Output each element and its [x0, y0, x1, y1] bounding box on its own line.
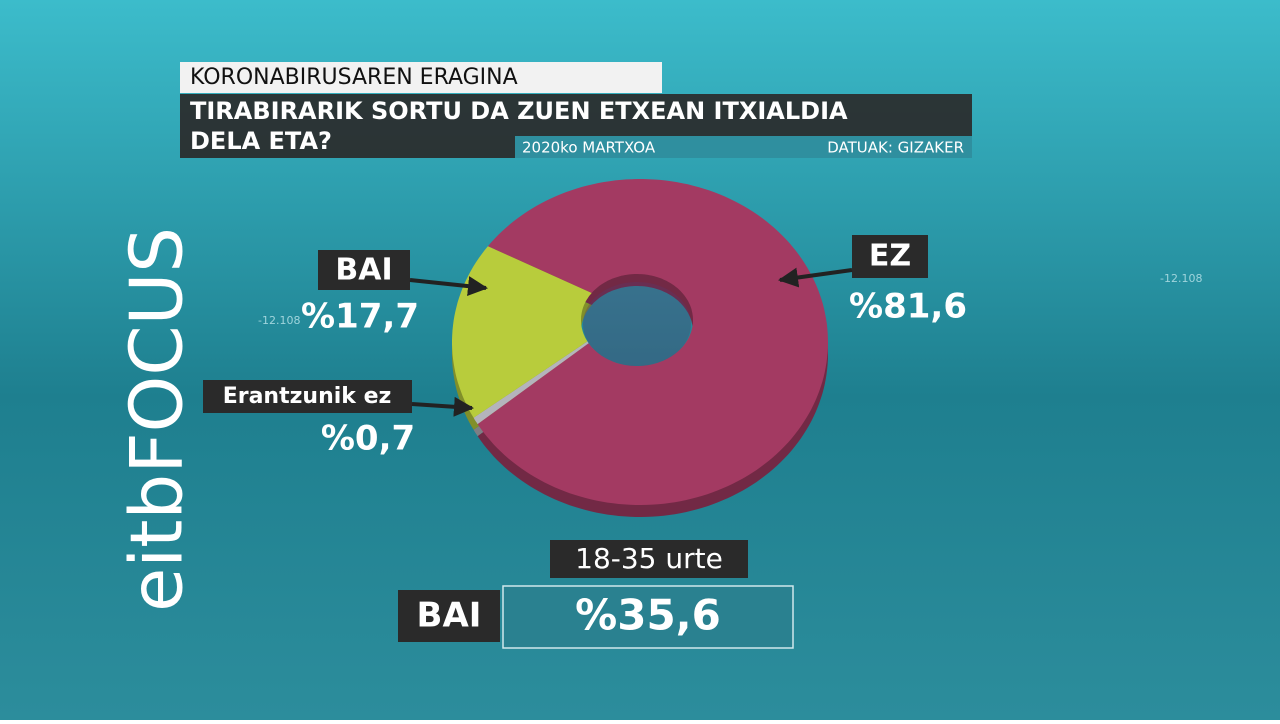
category-box — [398, 590, 500, 642]
category-label: Erantzunik ez — [223, 384, 392, 409]
hole-inner — [583, 282, 691, 366]
group-box — [550, 540, 748, 578]
arrow — [778, 267, 853, 288]
value-label: %81,6 — [849, 287, 967, 327]
value-label: %17,7 — [301, 297, 419, 337]
slice — [477, 179, 828, 505]
value-box — [502, 585, 794, 649]
arrow — [409, 276, 488, 297]
value-label: %0,7 — [321, 419, 415, 459]
header: KORONABIRUSAREN ERAGINA — [190, 65, 518, 90]
label-box — [852, 235, 928, 278]
value-label: %35,6 — [575, 591, 721, 640]
group-label: 18-35 urte — [575, 542, 723, 575]
label-box — [318, 250, 410, 290]
category-label: EZ — [869, 239, 911, 274]
subbar — [515, 136, 972, 158]
slice — [473, 341, 589, 425]
donut — [452, 179, 828, 517]
date: 2020ko MARTXOA — [522, 139, 656, 157]
title-line: TIRABIRARIK SORTU DA ZUEN ETXEAN ITXIALD… — [190, 97, 848, 125]
title-line: DELA ETA? — [190, 127, 332, 155]
arrow — [411, 396, 474, 417]
logo: eitbFOCUS — [115, 227, 199, 612]
source: DATUAK: GIZAKER — [827, 139, 964, 157]
category-label: BAI — [335, 253, 392, 288]
category-label: BAI — [417, 596, 482, 636]
background-label: -12.108 — [258, 314, 300, 327]
label-box — [203, 380, 412, 413]
background-label: -12.108 — [1160, 272, 1202, 285]
header-box — [180, 62, 662, 93]
